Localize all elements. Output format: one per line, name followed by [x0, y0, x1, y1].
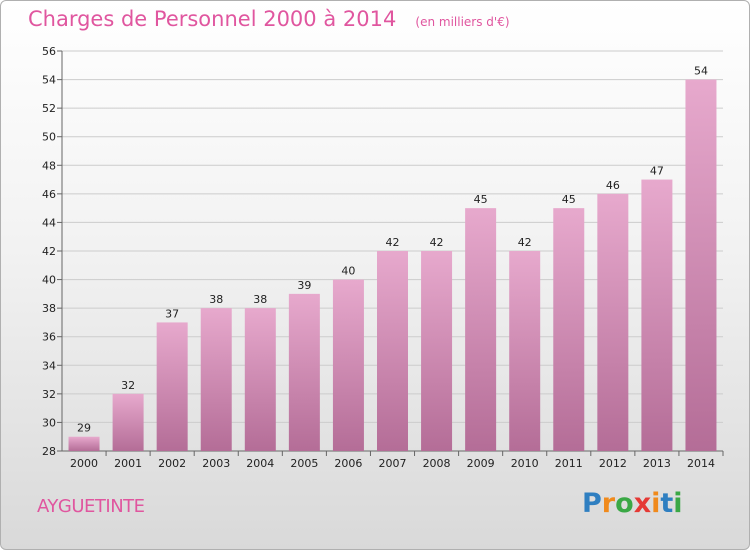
x-tick-label-2001: 2001 [114, 457, 142, 470]
bar-2011 [553, 208, 585, 451]
data-label-2014: 54 [694, 65, 708, 78]
proxiti-logo: Proxiti [582, 488, 683, 519]
x-tick-label-2011: 2011 [555, 457, 583, 470]
x-tick-label-2010: 2010 [511, 457, 539, 470]
y-tick-label: 56 [42, 45, 56, 58]
bar-2010 [509, 251, 541, 451]
logo-letter: x [633, 488, 652, 519]
chart-title: Charges de Personnel 2000 à 2014 [28, 7, 397, 31]
data-label-2004: 38 [253, 293, 267, 306]
y-tick-labels: 28 30 32 34 36 38 40 42 44 46 48 50 52 54 56 [42, 45, 56, 458]
logo-letter: r [601, 488, 616, 519]
y-tick-label: 28 [42, 445, 56, 458]
bar-2001 [112, 393, 144, 451]
bar-2013 [641, 179, 673, 452]
bars [68, 79, 717, 452]
bar-2002 [156, 322, 188, 451]
y-tick-label: 38 [42, 302, 56, 315]
data-labels: 29 32 37 38 38 39 40 42 42 45 42 45 46 47 54 [77, 65, 708, 435]
bar-2003 [200, 308, 232, 451]
data-label-2012: 46 [606, 179, 620, 192]
bar-2004 [244, 308, 276, 451]
bar-2000 [68, 436, 100, 451]
y-tick-label: 52 [42, 102, 56, 115]
bar-2006 [332, 279, 364, 451]
logo-letter: i [651, 488, 661, 519]
chart-subtitle: (en milliers d'€) [415, 15, 510, 29]
data-label-2011: 45 [562, 193, 576, 206]
x-tick-label-2004: 2004 [246, 457, 274, 470]
x-tick-label-2000: 2000 [70, 457, 98, 470]
y-tick-label: 46 [42, 188, 56, 201]
y-tick-label: 34 [42, 359, 56, 372]
data-label-2005: 39 [297, 279, 311, 292]
x-tick-label-2005: 2005 [290, 457, 318, 470]
data-label-2001: 32 [121, 379, 135, 392]
y-tick-label: 50 [42, 131, 56, 144]
bar-2012 [597, 193, 629, 451]
y-tick-label: 32 [42, 388, 56, 401]
logo-letter: o [615, 488, 634, 519]
y-tick-label: 40 [42, 274, 56, 287]
y-tick-label: 36 [42, 331, 56, 344]
x-tick-label-2013: 2013 [643, 457, 671, 470]
logo-letter: t [660, 488, 674, 519]
x-tick-label-2002: 2002 [158, 457, 186, 470]
x-tick-label-2008: 2008 [423, 457, 451, 470]
x-tick-labels: 2000 2001 2002 2003 2004 2005 2006 2007 2008 2009… [70, 457, 715, 470]
bar-2005 [288, 293, 320, 451]
x-tick-label-2003: 2003 [202, 457, 230, 470]
data-label-2002: 37 [165, 307, 179, 320]
data-label-2009: 45 [474, 193, 488, 206]
y-tick-label: 48 [42, 159, 56, 172]
y-tick-label: 42 [42, 245, 56, 258]
data-label-2010: 42 [518, 236, 532, 249]
data-label-2000: 29 [77, 422, 91, 435]
x-tick-label-2012: 2012 [599, 457, 627, 470]
y-tick-label: 44 [42, 216, 56, 229]
x-tick-label-2009: 2009 [467, 457, 495, 470]
bar-2008 [421, 251, 453, 451]
data-label-2007: 42 [386, 236, 400, 249]
data-label-2003: 38 [209, 293, 223, 306]
bar-2007 [377, 251, 408, 451]
x-tick-label-2014: 2014 [687, 457, 715, 470]
data-label-2008: 42 [430, 236, 444, 249]
logo-letter: P [582, 488, 602, 519]
chart-title-line: Charges de Personnel 2000 à 2014 (en mil… [28, 7, 510, 31]
x-tick-label-2007: 2007 [379, 457, 407, 470]
y-tick-label: 30 [42, 416, 56, 429]
data-label-2006: 40 [341, 265, 355, 278]
bar-2014 [685, 79, 717, 452]
commune-name: AYGUETINTE [37, 496, 145, 517]
x-tick-label-2006: 2006 [334, 457, 362, 470]
data-label-2013: 47 [650, 165, 664, 178]
bar-2009 [465, 208, 497, 451]
logo-letter: i [673, 488, 683, 519]
y-tick-label: 54 [42, 74, 56, 87]
